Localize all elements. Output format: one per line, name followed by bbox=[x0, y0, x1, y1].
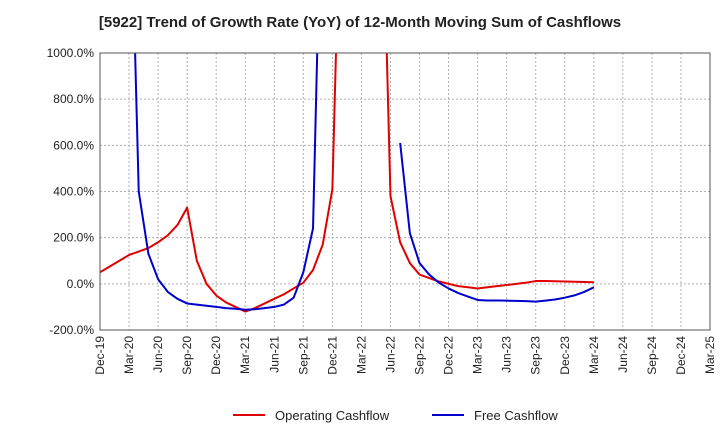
x-tick-label: Dec-20 bbox=[209, 336, 223, 375]
x-tick-label: Jun-23 bbox=[500, 336, 514, 373]
x-tick-label: Dec-22 bbox=[442, 336, 456, 375]
x-tick-label: Dec-21 bbox=[325, 336, 339, 375]
y-tick-label: -200.0% bbox=[49, 323, 94, 337]
y-tick-label: 1000.0% bbox=[47, 46, 95, 60]
x-tick-label: Mar-21 bbox=[238, 336, 252, 374]
x-tick-label: Jun-21 bbox=[267, 336, 281, 373]
plot-frame bbox=[99, 52, 711, 331]
y-tick-label: 800.0% bbox=[53, 92, 94, 106]
x-tick-label: Sep-24 bbox=[645, 336, 659, 375]
y-tick-label: 400.0% bbox=[53, 185, 94, 199]
free-cashflow-line bbox=[134, 53, 319, 311]
x-tick-label: Jun-24 bbox=[616, 336, 630, 373]
x-tick-label: Jun-22 bbox=[383, 336, 397, 373]
x-tick-label: Mar-25 bbox=[703, 336, 717, 374]
x-tick-label: Mar-23 bbox=[471, 336, 485, 374]
legend-label-operating-cashflow: Operating Cashflow bbox=[275, 408, 390, 423]
operating-cashflow-line bbox=[100, 53, 594, 313]
x-tick-label: Dec-24 bbox=[674, 336, 688, 375]
legend: Operating Cashflow Free Cashflow bbox=[233, 408, 558, 423]
x-tick-label: Sep-21 bbox=[296, 336, 310, 375]
chart-title: [5922] Trend of Growth Rate (YoY) of 12-… bbox=[98, 14, 622, 31]
series-layer bbox=[100, 53, 595, 313]
x-tick-label: Dec-23 bbox=[558, 336, 572, 375]
x-tick-label: Sep-22 bbox=[413, 336, 427, 375]
y-tick-label: 200.0% bbox=[53, 231, 94, 245]
axis-layer: 1000.0% 800.0% 600.0% 400.0% 200.0% 0.0% -200.… bbox=[47, 46, 717, 375]
y-tick-label: 0.0% bbox=[67, 277, 95, 291]
x-tick-label: Mar-22 bbox=[354, 336, 368, 374]
x-tick-label: Mar-20 bbox=[122, 336, 136, 374]
x-tick-label: Dec-19 bbox=[93, 336, 107, 375]
legend-label-free-cashflow: Free Cashflow bbox=[474, 408, 558, 423]
x-tick-label: Sep-20 bbox=[180, 336, 194, 375]
y-tick-label: 600.0% bbox=[53, 138, 94, 152]
free-cashflow-line bbox=[399, 142, 595, 303]
x-tick-label: Jun-20 bbox=[151, 336, 165, 373]
x-tick-label: Sep-23 bbox=[529, 336, 543, 375]
x-tick-label: Mar-24 bbox=[587, 336, 601, 374]
